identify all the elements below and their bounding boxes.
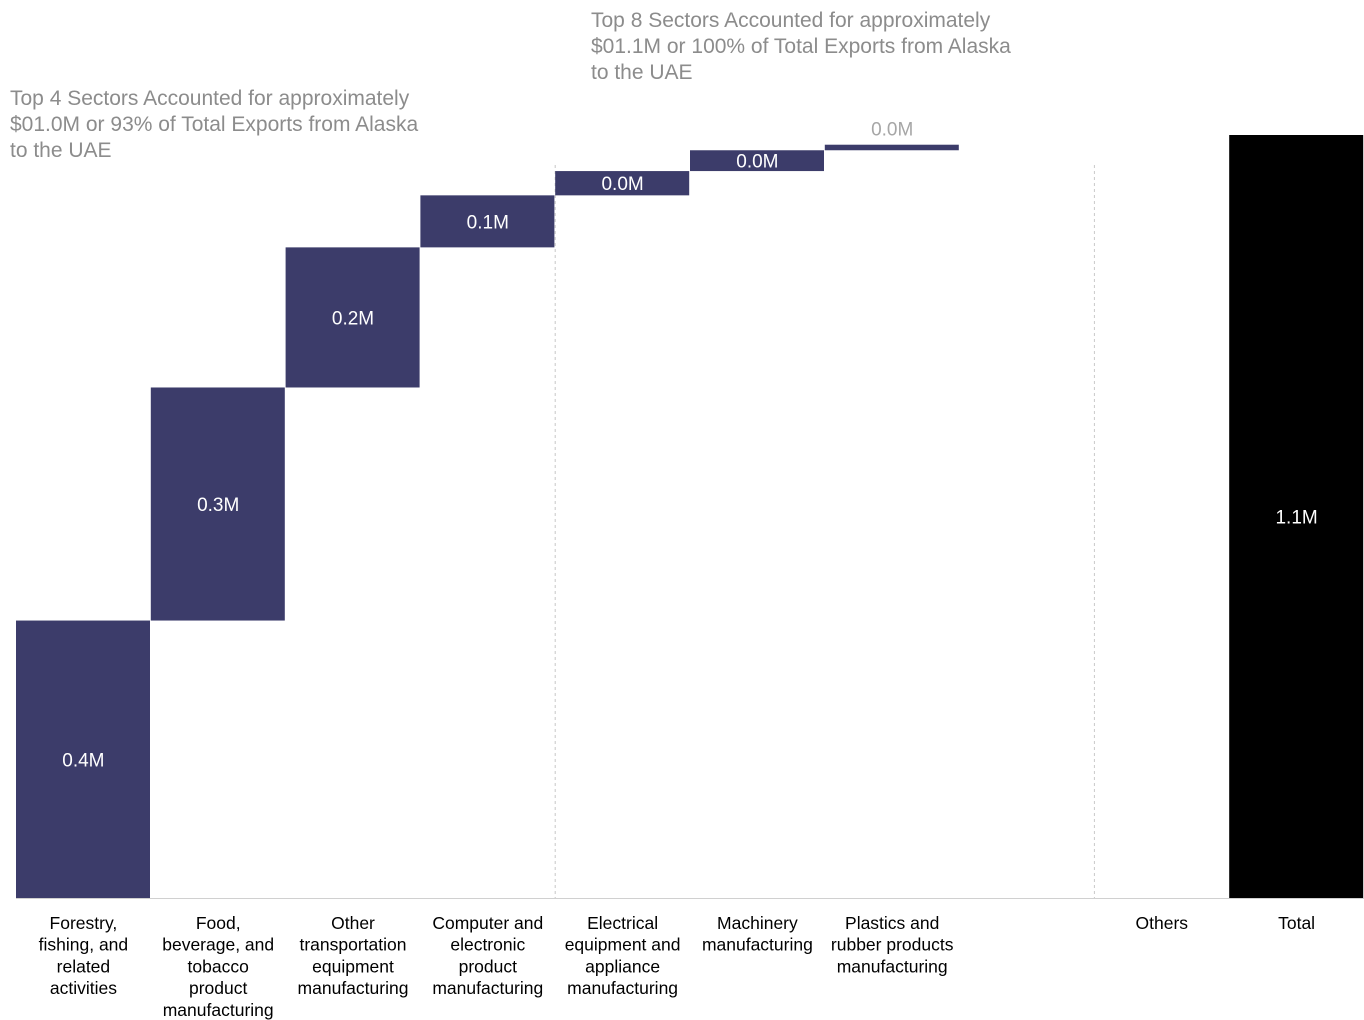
category-tick-label: related	[57, 956, 111, 976]
annotation-line: to the UAE	[591, 61, 693, 84]
category-tick-label: tobacco	[188, 956, 249, 976]
waterfall-bar	[555, 171, 690, 196]
annotation-top-4-sectors: Top 4 Sectors Accounted for approximatel…	[10, 86, 480, 164]
category-tick-label: manufacturing	[163, 1000, 274, 1020]
category-tick-label: Machinery	[717, 913, 798, 933]
category-tick-label: Computer and	[432, 913, 543, 933]
category-tick-label: Electrical	[587, 913, 658, 933]
category-tick-label: manufacturing	[702, 935, 813, 955]
category-tick-label: Forestry,	[50, 913, 118, 933]
category-tick-label: Other	[331, 913, 375, 933]
bar-data-label: 0.4M	[62, 750, 104, 771]
category-tick-label: equipment and	[565, 935, 681, 955]
annotation-line: Top 8 Sectors Accounted for approximatel…	[591, 9, 991, 32]
annotation-line: $01.0M or 93% of Total Exports from Alas…	[10, 113, 419, 136]
waterfall-bar	[420, 195, 555, 248]
waterfall-bar	[690, 150, 824, 172]
category-tick-label: Plastics and	[845, 913, 939, 933]
waterfall-bar	[824, 144, 959, 151]
annotation-top-8-sectors: Top 8 Sectors Accounted for approximatel…	[591, 8, 1071, 86]
category-tick-label: manufacturing	[837, 956, 948, 976]
category-tick-label: Total	[1278, 913, 1315, 933]
waterfall-bar	[150, 387, 285, 621]
category-tick-label: Others	[1136, 913, 1189, 933]
annotation-line: $01.1M or 100% of Total Exports from Ala…	[591, 35, 1011, 58]
category-tick-label: beverage, and	[162, 935, 274, 955]
bar-data-label: 0.2M	[332, 308, 374, 329]
category-tick-label: electronic	[450, 935, 525, 955]
category-tick-label: manufacturing	[432, 978, 543, 998]
bar-data-label: 1.1M	[1275, 508, 1317, 529]
bar-data-label: 0.3M	[197, 495, 239, 516]
category-tick-label: activities	[50, 978, 117, 998]
bar-data-label: 0.0M	[871, 120, 913, 141]
category-tick-label: transportation	[299, 935, 406, 955]
annotation-line: Top 4 Sectors Accounted for approximatel…	[10, 87, 410, 110]
category-tick-label: product	[459, 956, 518, 976]
category-tick-label: equipment	[312, 956, 394, 976]
category-tick-label: appliance	[585, 956, 660, 976]
category-tick-label: fishing, and	[39, 935, 129, 955]
bar-data-label: 0.1M	[467, 212, 509, 233]
category-tick-label: product	[189, 978, 248, 998]
category-tick-label: manufacturing	[567, 978, 678, 998]
category-tick-label: Food,	[196, 913, 241, 933]
bar-data-label: 0.0M	[601, 174, 643, 195]
waterfall-bar	[16, 620, 150, 898]
bar-data-label: 0.0M	[736, 152, 778, 173]
category-tick-label: manufacturing	[298, 978, 409, 998]
waterfall-bar	[285, 247, 420, 388]
waterfall-bar	[1229, 135, 1364, 898]
annotation-line: to the UAE	[10, 139, 112, 162]
category-tick-label: rubber products	[831, 935, 954, 955]
